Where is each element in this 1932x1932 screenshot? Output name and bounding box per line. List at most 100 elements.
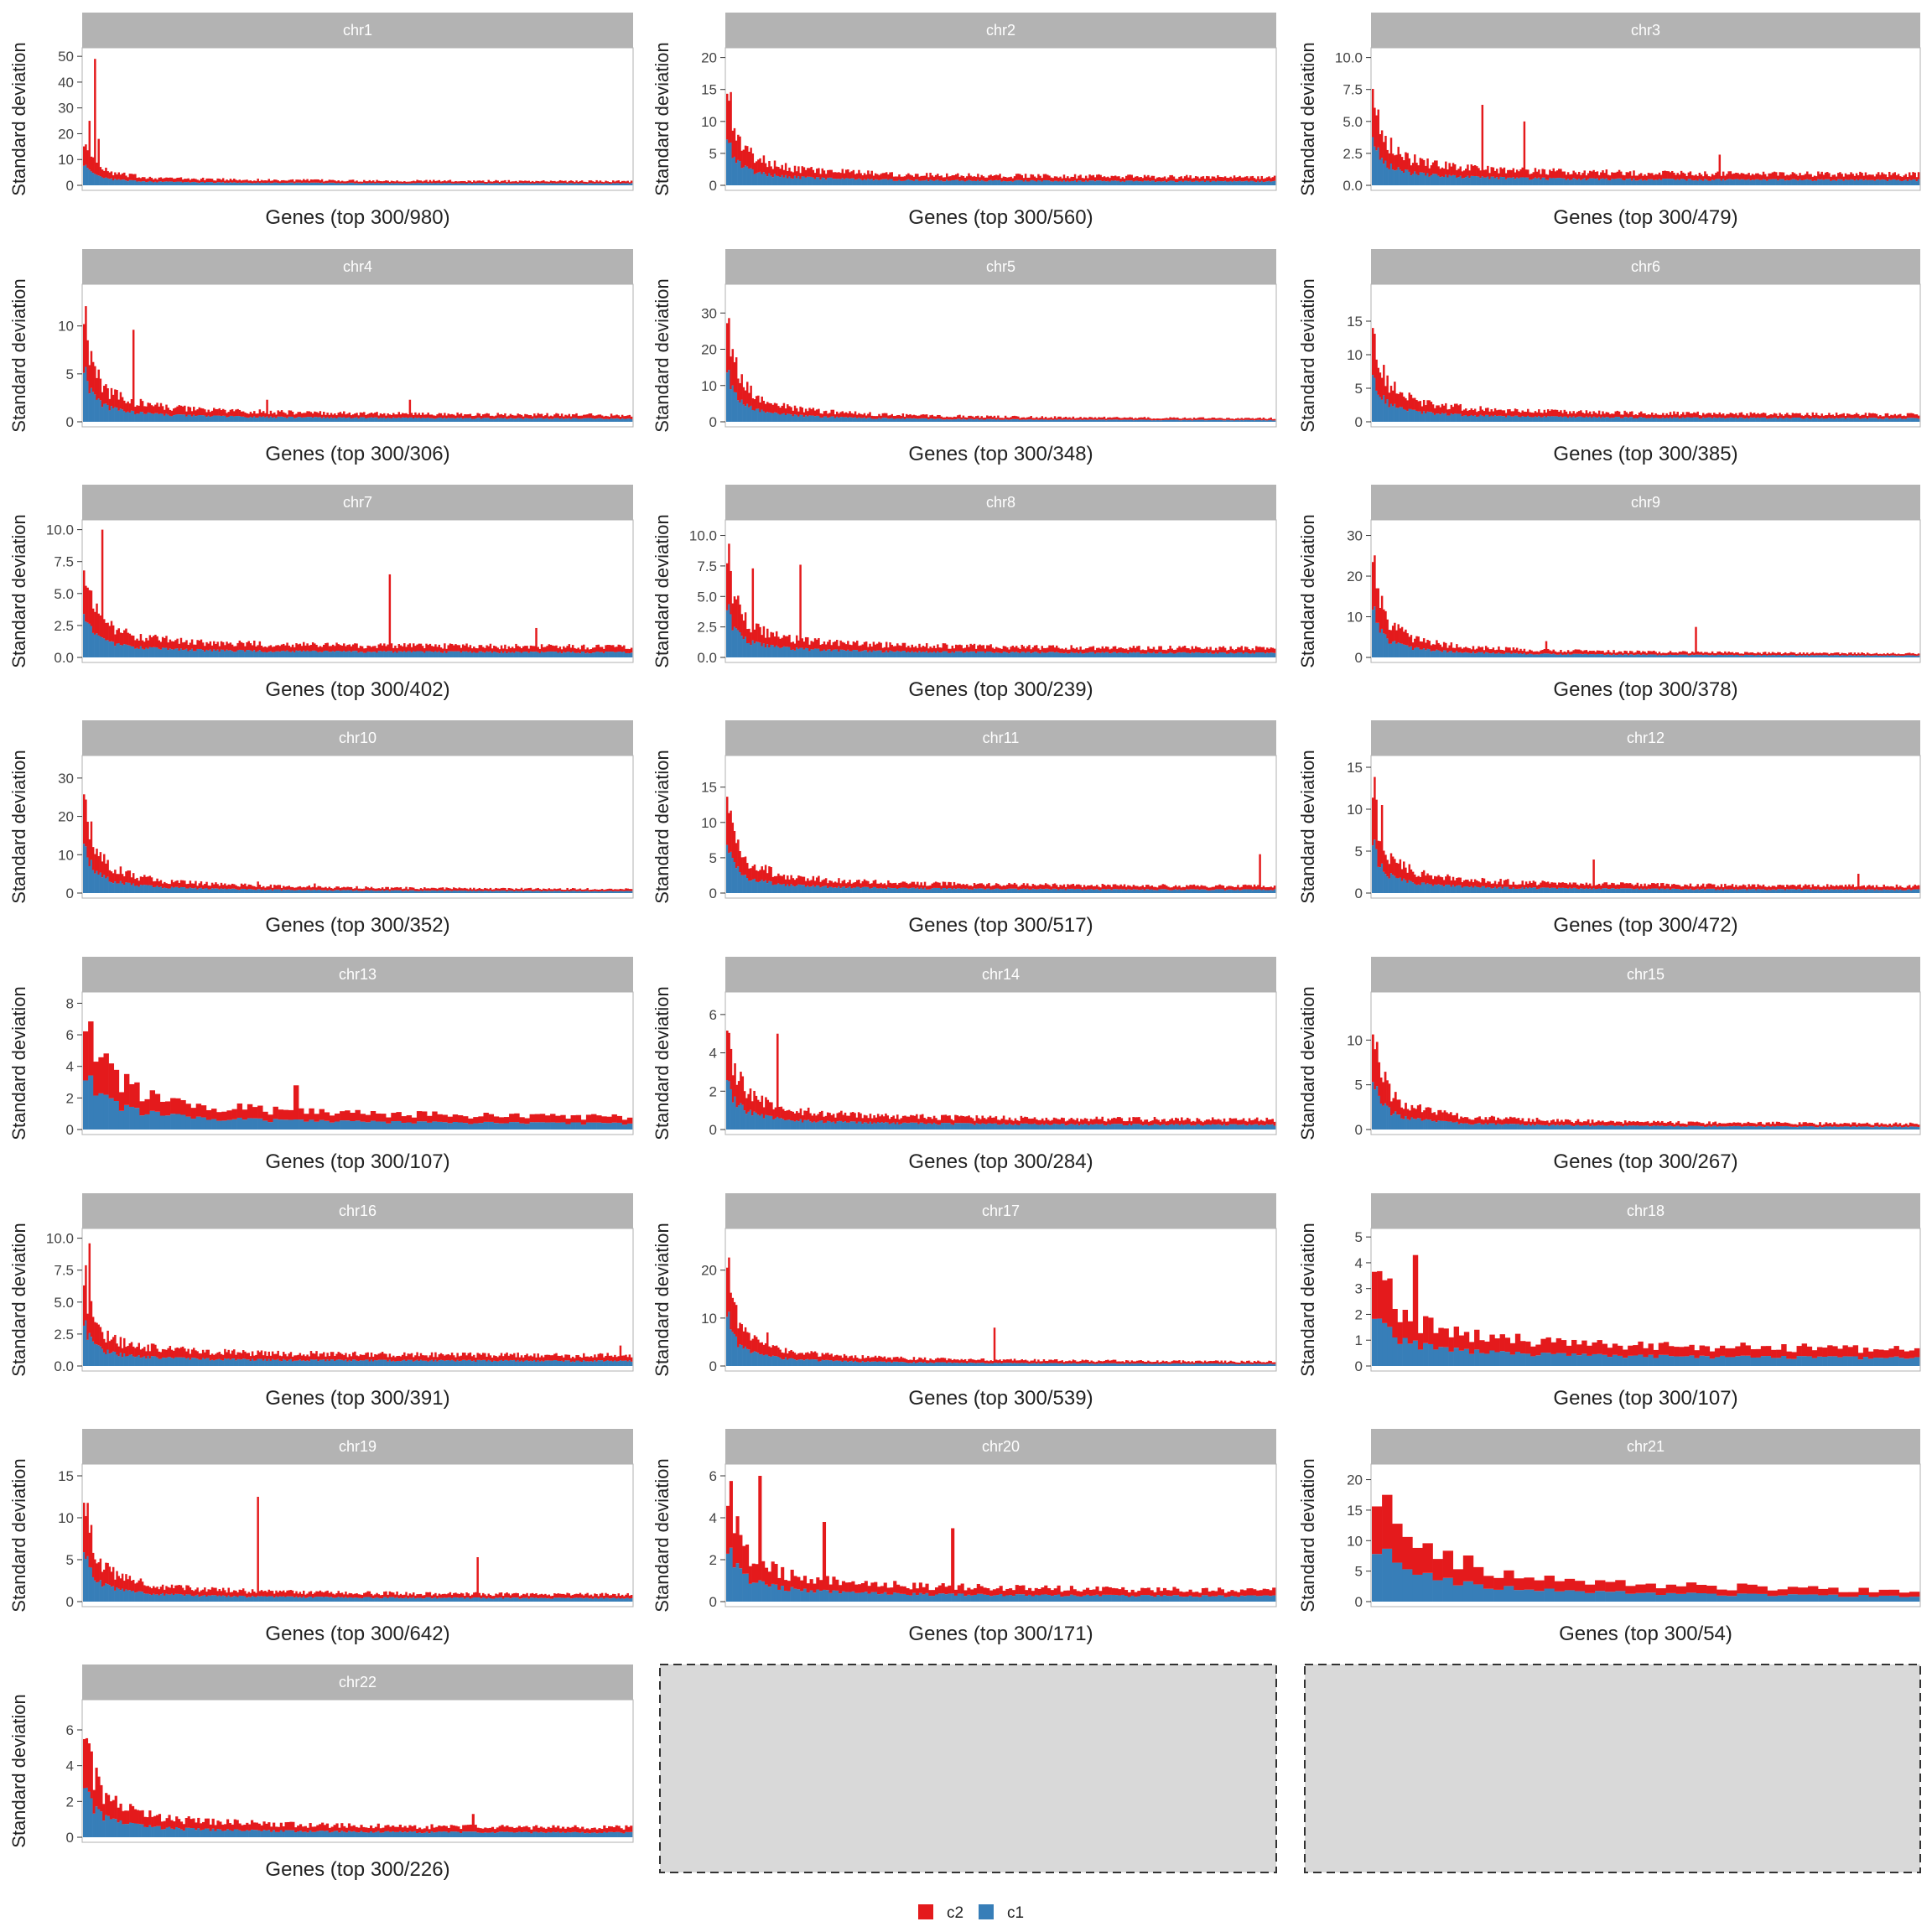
bar-c1	[543, 652, 545, 657]
bar-c2	[740, 150, 743, 169]
bar-c1	[563, 652, 565, 657]
bar-c1	[533, 652, 536, 657]
bar-c1	[1239, 420, 1241, 422]
bar-c2	[1437, 166, 1440, 176]
bar-c2	[564, 647, 567, 653]
bar-c1	[450, 183, 454, 185]
bar-c2	[487, 413, 490, 418]
bar-c1	[973, 419, 976, 422]
bar-c1	[1044, 652, 1047, 657]
bar-c2	[1755, 173, 1758, 179]
bar-c2	[319, 411, 322, 418]
bar-c1	[1035, 419, 1038, 422]
bar-c1	[1501, 416, 1504, 422]
bar-c2	[1064, 178, 1067, 182]
bar-c1	[1426, 411, 1429, 422]
bar-c1	[966, 419, 969, 422]
bar-c2	[1670, 170, 1674, 179]
bar-c2	[989, 174, 992, 180]
bar-c1	[1430, 175, 1433, 185]
bar-c1	[1912, 418, 1914, 422]
bar-c1	[1773, 417, 1776, 422]
bar-c2	[114, 389, 117, 408]
bar-c1	[438, 183, 441, 185]
bar-c1	[359, 183, 362, 185]
bar-c1	[1233, 653, 1236, 657]
bar-c1	[753, 410, 756, 422]
bar-c1	[1658, 418, 1661, 422]
bar-c1	[1010, 180, 1012, 185]
bar-c1	[1899, 180, 1902, 185]
bar-c1	[1789, 179, 1792, 185]
bar-c2	[615, 647, 618, 652]
bar-c2	[1664, 415, 1666, 419]
y-tick-label: 5.0	[54, 586, 74, 602]
bar-c1	[843, 417, 846, 422]
bar-c1	[1512, 416, 1515, 422]
bar-c1	[861, 651, 865, 657]
bar-c1	[834, 418, 837, 422]
bar-c1	[1890, 179, 1893, 185]
bar-c1	[136, 181, 138, 185]
bar-c2	[591, 415, 595, 419]
bar-c2	[1581, 173, 1584, 179]
bar-c2	[1467, 410, 1469, 417]
bar-c2	[1377, 109, 1380, 148]
y-tick-label: 5.0	[697, 589, 717, 605]
bar-c1	[169, 648, 172, 657]
bar-c1	[614, 418, 616, 422]
bar-c1	[737, 400, 740, 422]
bar-c1	[247, 650, 250, 657]
bar-c1	[1623, 180, 1626, 185]
bar-c1	[295, 418, 298, 422]
bar-c1	[401, 183, 404, 185]
bar-c1	[1028, 419, 1031, 422]
bar-c2	[343, 181, 345, 184]
bar-c2	[145, 406, 148, 414]
bar-c1	[377, 418, 380, 422]
bar-c1	[1794, 418, 1798, 422]
bar-c1	[1218, 180, 1221, 185]
bar-c2	[436, 414, 439, 418]
bar-c2	[1226, 650, 1228, 654]
bar-c2	[1217, 418, 1219, 420]
bar-c1	[470, 184, 474, 185]
bar-c2	[1873, 176, 1877, 181]
bar-c1	[748, 168, 750, 185]
bar-c1	[1375, 150, 1378, 185]
bar-c2	[1006, 647, 1009, 653]
bar-c2	[1059, 648, 1062, 653]
bar-c2	[465, 643, 468, 652]
bar-c1	[887, 418, 890, 422]
bar-c2	[366, 181, 369, 184]
bar-c2	[1229, 176, 1232, 181]
bar-c2	[1852, 174, 1854, 180]
bar-c1	[757, 408, 760, 422]
bar-c2	[1908, 172, 1911, 179]
bar-c2	[240, 411, 243, 417]
bar-c2	[1704, 171, 1706, 179]
bar-c1	[1476, 417, 1478, 422]
bar-c2	[1037, 418, 1040, 420]
bar-c2	[1083, 649, 1086, 654]
bar-c2	[580, 645, 584, 652]
bar-c2	[1214, 178, 1218, 182]
bar-c1	[946, 179, 948, 185]
bar-c1	[1678, 418, 1681, 422]
bar-c1	[1527, 177, 1530, 185]
bar-c2	[1061, 178, 1064, 182]
bar-c1	[827, 418, 829, 422]
bar-c2	[571, 180, 574, 184]
bar-c2	[1498, 409, 1500, 416]
bar-c2	[1618, 411, 1621, 418]
bar-c1	[1904, 418, 1908, 422]
bar-c2	[1789, 174, 1792, 180]
bar-c2	[792, 172, 795, 179]
bar-c1	[1037, 419, 1040, 422]
bar-c2	[1136, 418, 1139, 420]
bar-c2	[207, 643, 210, 651]
bar-c1	[1755, 418, 1758, 422]
bar-c2	[584, 181, 587, 184]
bar-c2	[1273, 648, 1276, 653]
bar-c1	[1013, 418, 1016, 422]
